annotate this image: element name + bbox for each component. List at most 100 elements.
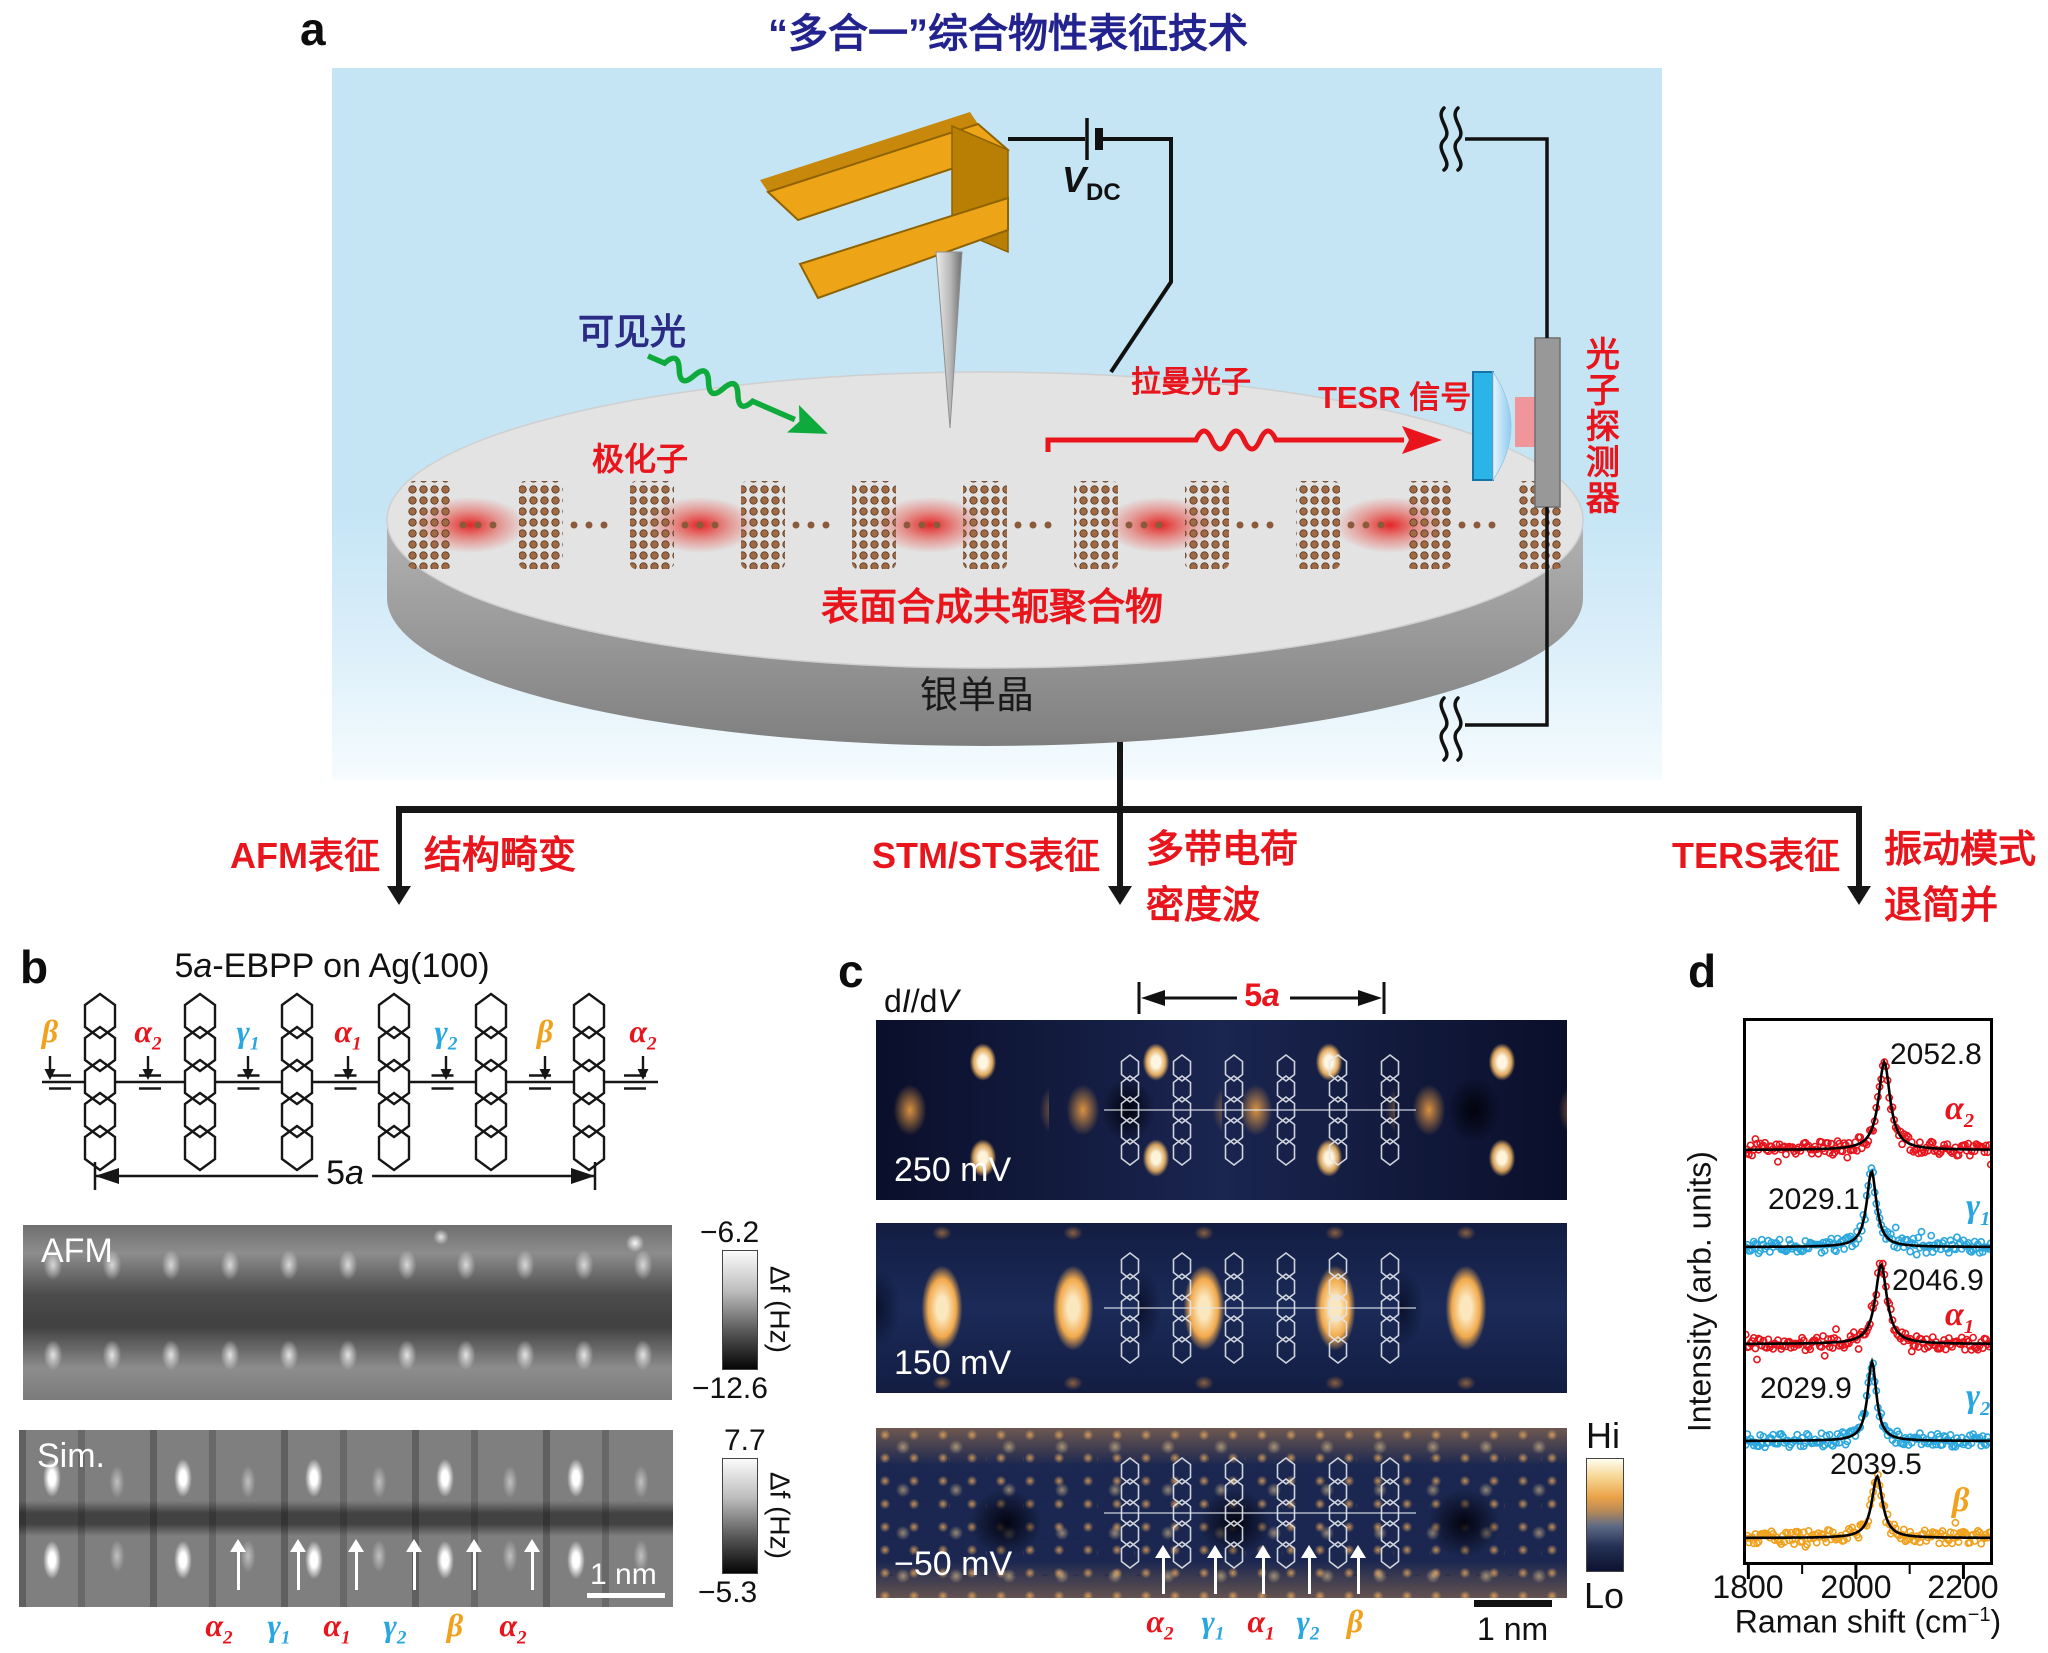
peak-value-alpha1: 2046.9 <box>1892 1264 1984 1297</box>
x-tick-2000: 2000 <box>1820 1569 1892 1605</box>
bias-circuit-wire <box>1008 137 1173 374</box>
sim-arrow-6 <box>524 1539 540 1590</box>
c-arrow-1 <box>1155 1545 1171 1594</box>
bond-label-gamma1: γ1 <box>236 1013 260 1055</box>
panel-c-letter: c <box>838 945 864 997</box>
bond-label-alpha1: α1 <box>334 1013 362 1055</box>
afm-colorbar-max: −6.2 <box>700 1216 760 1249</box>
lens-icon <box>1472 370 1512 482</box>
series-label-gamma2: γ2 <box>1966 1378 1991 1420</box>
raman-spectra-chart <box>1743 1018 1993 1579</box>
panel-b-title: 5a-EBPP on Ag(100) <box>174 947 490 985</box>
molecule-overlay-250mv <box>1100 1048 1420 1172</box>
tesr-signal-label: TESR 信号 <box>1318 380 1472 415</box>
photon-detector-label: 光子探测器 <box>1580 336 1619 516</box>
polaron-label: 极化子 <box>592 441 689 477</box>
wire-break-icon <box>1439 106 1463 762</box>
peak-value-gamma2: 2029.9 <box>1760 1372 1852 1405</box>
raman-wave-icon <box>1045 426 1442 454</box>
sim-colorbar-max: 7.7 <box>724 1424 766 1457</box>
bias-label-250mv: 250 mV <box>894 1151 1012 1189</box>
visible-light-wave-icon <box>646 353 828 434</box>
detector-bar-icon <box>1534 337 1561 508</box>
cantilever-icon <box>760 112 1010 300</box>
x-tick-1800: 1800 <box>1712 1569 1784 1605</box>
colorbar-lo-label: Lo <box>1584 1575 1625 1616</box>
x-axis-label: Raman shift (cm−1) <box>1734 1603 2002 1640</box>
sim-label-alpha1: α1 <box>323 1607 351 1649</box>
backbone-bonds <box>42 1074 658 1090</box>
c-label-alpha1: α1 <box>1247 1603 1275 1645</box>
bond-label-beta-2: β <box>536 1013 554 1049</box>
bond-label-gamma2: γ2 <box>434 1013 458 1055</box>
bond-label-alpha2-1: α2 <box>134 1013 162 1055</box>
polymer-chain-with-polarons <box>408 481 1562 569</box>
sim-label-gamma2: γ2 <box>383 1607 407 1649</box>
series-label-alpha2: α2 <box>1945 1090 1975 1132</box>
c-arrow-5 <box>1350 1545 1366 1594</box>
c-arrow-3 <box>1255 1545 1271 1594</box>
sim-label-beta: β <box>446 1607 464 1643</box>
sim-tag: Sim. <box>37 1437 105 1475</box>
didv-map-neg50mv: −50 mV <box>876 1428 1567 1598</box>
molecule-overlay-150mv <box>1100 1246 1420 1370</box>
5a-dimension-arrow-c <box>1137 982 1386 1014</box>
sim-arrow-3 <box>348 1539 364 1590</box>
branch-horizontal-line <box>396 806 1862 813</box>
bond-label-beta-1: β <box>41 1013 59 1049</box>
filter-icon <box>1515 397 1537 447</box>
visible-light-label: 可见光 <box>578 311 687 352</box>
5a-span-label-c: 5a <box>1244 977 1280 1013</box>
x-tick-2200: 2200 <box>1927 1569 1999 1605</box>
afm-colorbar-min: −12.6 <box>692 1372 768 1405</box>
panel-a-schematic-art <box>386 106 1584 762</box>
series-label-gamma1: γ1 <box>1966 1188 1991 1230</box>
colorbar-hi-label: Hi <box>1586 1415 1620 1456</box>
panel-d-letter: d <box>1688 945 1717 997</box>
stm-tip-icon <box>935 251 963 429</box>
substrate-label: 银单晶 <box>919 675 1035 717</box>
branch-result-stm-1: 多带电荷 <box>1146 829 1299 871</box>
branch-method-ters: TERS表征 <box>1671 835 1840 876</box>
sim-arrow-1 <box>230 1539 246 1590</box>
vdc-label: VDC <box>1062 159 1121 207</box>
sim-colorbar-min: −5.3 <box>698 1576 758 1609</box>
c-label-alpha2: α2 <box>1146 1603 1174 1645</box>
branch-result-ters-2: 退简并 <box>1884 885 1999 927</box>
sim-arrow-4 <box>406 1539 422 1590</box>
bias-label-150mv: 150 mV <box>894 1344 1012 1382</box>
afm-colorbar-label: Δf (Hz) <box>764 1265 796 1353</box>
sim-label-gamma1: γ1 <box>267 1607 291 1649</box>
c-label-gamma2: γ2 <box>1296 1603 1320 1645</box>
bias-label-neg50mv: −50 mV <box>894 1545 1013 1583</box>
raman-photon-label: 拉曼光子 <box>1131 366 1251 399</box>
bond-pointer-arrows <box>44 1056 649 1080</box>
branch-result-afm: 结构畸变 <box>424 835 577 877</box>
branch-arrow-ters <box>1847 806 1871 905</box>
sim-colorbar <box>722 1458 758 1574</box>
peak-value-alpha2: 2052.8 <box>1890 1038 1982 1071</box>
branch-result-ters-1: 振动模式 <box>1884 829 2037 871</box>
peak-value-beta: 2039.5 <box>1830 1448 1922 1481</box>
peak-value-gamma1: 2029.1 <box>1768 1183 1860 1216</box>
bond-label-alpha2-2: α2 <box>629 1013 657 1055</box>
y-axis-label: Intensity (arb. units) <box>1681 1151 1718 1433</box>
c-label-beta: β <box>1346 1603 1364 1639</box>
c-scalebar <box>1474 1600 1552 1607</box>
afm-image: AFM <box>23 1225 672 1400</box>
molecule-overlay-neg50mv <box>1100 1451 1420 1575</box>
molecule-structure-drawing <box>42 988 658 1190</box>
5a-span-label-b: 5a <box>318 1154 372 1193</box>
sim-colorbar-label: Δf (Hz) <box>764 1471 796 1559</box>
polymer-label: 表面合成共轭聚合物 <box>820 587 1164 629</box>
sim-scalebar-label: 1 nm <box>590 1558 657 1591</box>
sim-label-alpha2-1: α2 <box>205 1607 233 1649</box>
c-label-gamma1: γ1 <box>1201 1603 1225 1645</box>
sim-scalebar <box>587 1593 665 1598</box>
sim-image: Sim. 1 nm <box>19 1430 673 1607</box>
branch-arrow-stm <box>1108 806 1132 905</box>
afm-colorbar <box>722 1250 758 1370</box>
battery-icon <box>1085 118 1103 160</box>
panel-a-letter: a <box>300 3 326 55</box>
